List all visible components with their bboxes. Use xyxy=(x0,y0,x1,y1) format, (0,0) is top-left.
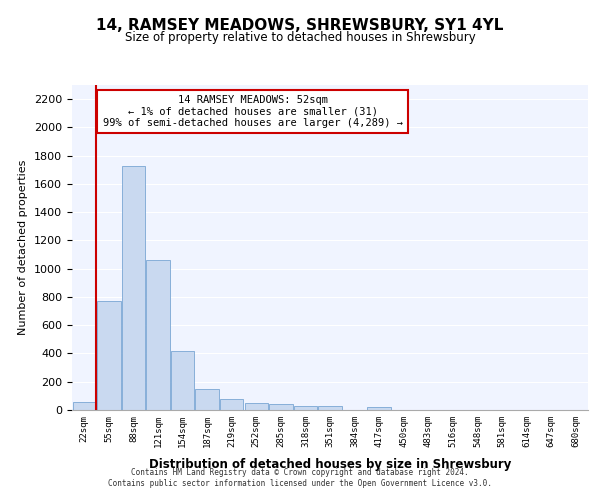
Bar xyxy=(146,260,170,410)
Bar xyxy=(220,398,244,410)
Bar xyxy=(319,406,341,410)
Bar xyxy=(122,166,145,410)
Text: Contains HM Land Registry data © Crown copyright and database right 2024.
Contai: Contains HM Land Registry data © Crown c… xyxy=(108,468,492,487)
Bar xyxy=(245,403,268,410)
Bar xyxy=(171,350,194,410)
Bar xyxy=(269,404,293,410)
Y-axis label: Number of detached properties: Number of detached properties xyxy=(19,160,28,335)
Bar xyxy=(294,406,317,410)
Text: 14, RAMSEY MEADOWS, SHREWSBURY, SY1 4YL: 14, RAMSEY MEADOWS, SHREWSBURY, SY1 4YL xyxy=(97,18,503,32)
Bar xyxy=(196,389,219,410)
Bar xyxy=(73,402,96,410)
Text: Size of property relative to detached houses in Shrewsbury: Size of property relative to detached ho… xyxy=(125,31,475,44)
Bar xyxy=(97,301,121,410)
X-axis label: Distribution of detached houses by size in Shrewsbury: Distribution of detached houses by size … xyxy=(149,458,511,471)
Text: 14 RAMSEY MEADOWS: 52sqm
← 1% of detached houses are smaller (31)
99% of semi-de: 14 RAMSEY MEADOWS: 52sqm ← 1% of detache… xyxy=(103,94,403,128)
Bar xyxy=(367,407,391,410)
